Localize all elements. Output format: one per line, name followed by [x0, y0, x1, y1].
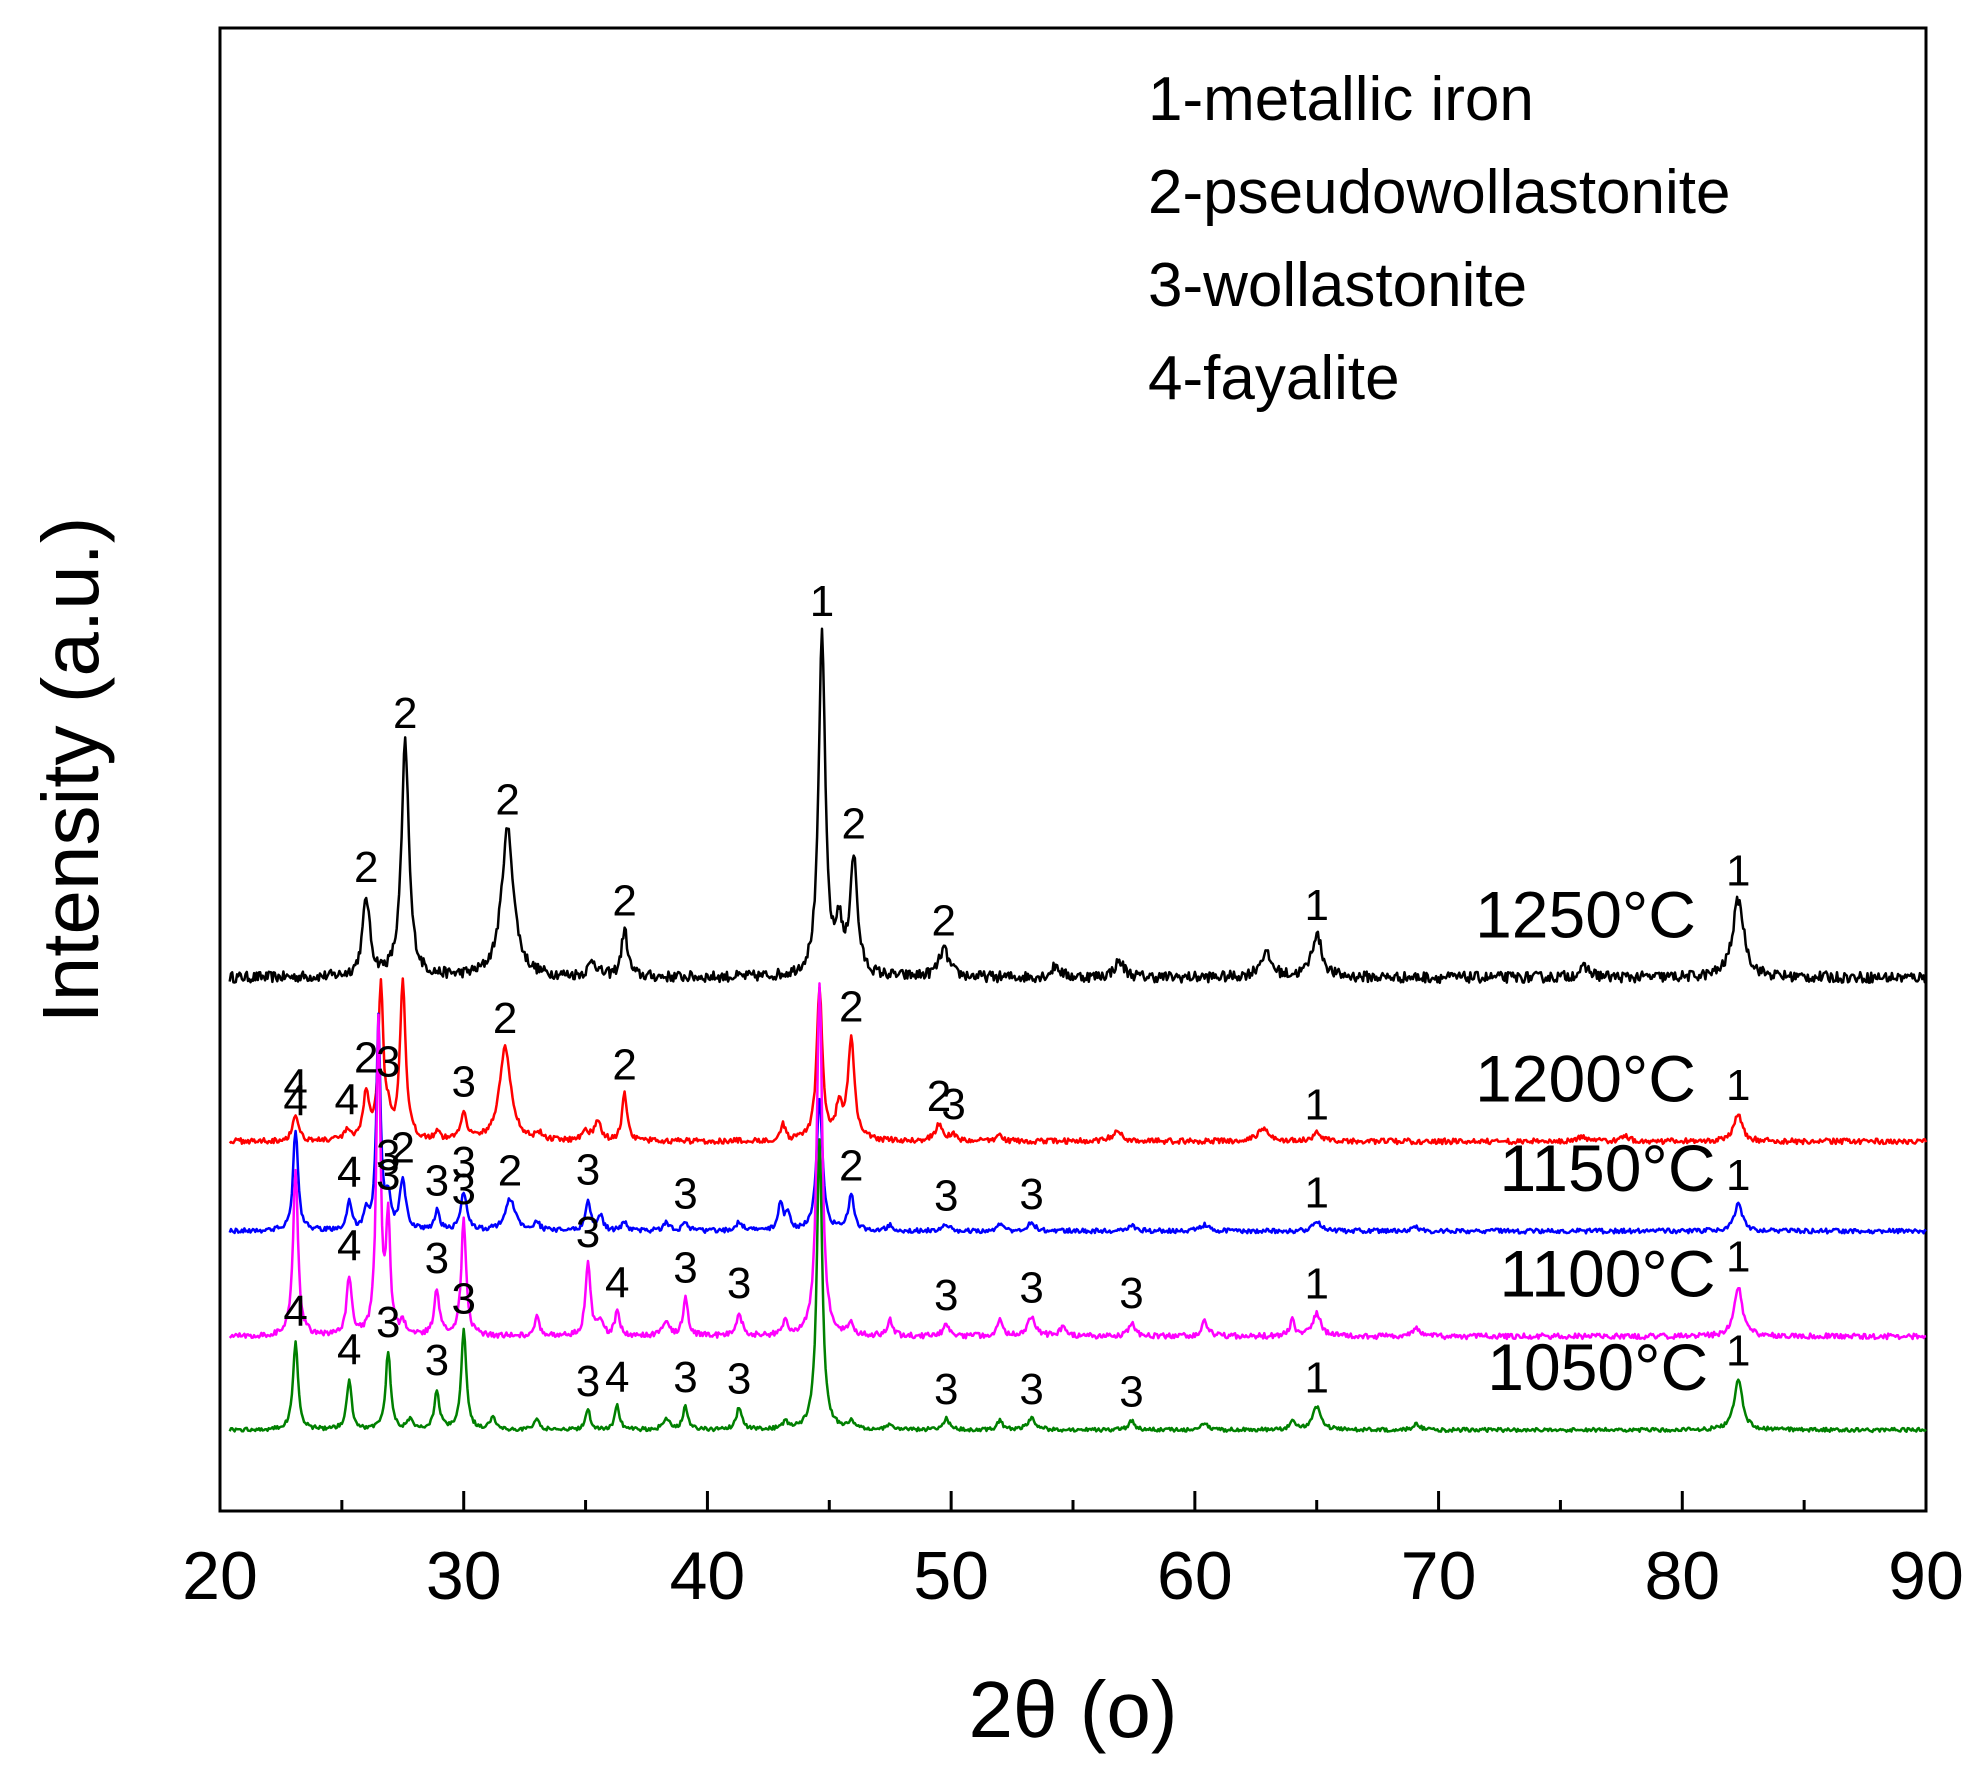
- x-axis-title: 2θ (o): [969, 1665, 1178, 1754]
- peak-label: 2: [839, 1141, 863, 1190]
- peak-label: 1: [1726, 1233, 1750, 1282]
- series-label-1250: 1250°C: [1475, 878, 1696, 952]
- peak-label: 1: [1726, 1151, 1750, 1200]
- peak-label: 3: [1119, 1269, 1143, 1318]
- peak-label: 3: [1019, 1365, 1043, 1414]
- peak-label: 3: [576, 1357, 600, 1406]
- peak-label: 3: [376, 1038, 400, 1087]
- peak-label: 1: [1726, 847, 1750, 896]
- series-layer: [228, 627, 1928, 1434]
- peak-label: 3: [934, 1271, 958, 1320]
- series-label-1050: 1050°C: [1487, 1330, 1708, 1404]
- peak-label: 4: [337, 1325, 361, 1374]
- legend-item-3: 3-wollastonite: [1148, 251, 1527, 320]
- peak-label: 2: [839, 983, 863, 1032]
- peak-label: 2: [354, 1033, 378, 1082]
- peak-label: 1: [810, 577, 834, 626]
- peak-label: 1: [1304, 1353, 1328, 1402]
- peak-label: 1: [1304, 1080, 1328, 1129]
- legend: 1-metallic iron 2-pseudowollastonite 3-w…: [1148, 65, 1731, 413]
- series-label-1100: 1100°C: [1500, 1236, 1716, 1310]
- legend-item-4: 4-fayalite: [1148, 344, 1400, 413]
- y-axis-title: Intensity (a.u.): [26, 517, 115, 1024]
- peak-label: 2: [841, 800, 865, 849]
- peak-label: 3: [941, 1080, 965, 1129]
- peak-label: 2: [612, 877, 636, 926]
- peak-label: 1: [1304, 1260, 1328, 1309]
- xrd-series-1050: [228, 1138, 1927, 1434]
- peak-label: 1: [1304, 881, 1328, 930]
- peak-label: 4: [337, 1222, 361, 1271]
- peak-label: 2: [354, 843, 378, 892]
- peak-label: 3: [425, 1336, 449, 1385]
- x-tick-label: 70: [1401, 1538, 1477, 1614]
- xrd-series-1250: [228, 627, 1928, 985]
- peak-label: 2: [391, 1124, 415, 1173]
- x-tick-label: 50: [913, 1538, 989, 1614]
- peak-label: 4: [283, 1061, 307, 1110]
- x-axis: 20 30 40 50 60 70 80 90: [182, 1491, 1964, 1614]
- peak-label: 3: [451, 1275, 475, 1324]
- x-tick-label: 30: [426, 1538, 502, 1614]
- peak-label: 3: [576, 1208, 600, 1257]
- peak-label: 3: [1019, 1170, 1043, 1219]
- peak-label: 3: [727, 1259, 751, 1308]
- peak-label: 3: [376, 1131, 400, 1180]
- peak-label: 3: [451, 1058, 475, 1107]
- xrd-series-1150: [228, 1012, 1927, 1235]
- peak-label: 2: [495, 776, 519, 825]
- peak-label: 3: [451, 1138, 475, 1187]
- peak-label: 3: [673, 1170, 697, 1219]
- series-label-layer: 1250°C 1200°C 1150°C 1100°C 1050°C: [1475, 878, 1715, 1404]
- x-tick-label: 60: [1157, 1538, 1233, 1614]
- peak-label: 1: [1726, 1061, 1750, 1110]
- peak-label: 3: [1019, 1264, 1043, 1313]
- legend-item-2: 2-pseudowollastonite: [1148, 158, 1731, 227]
- peak-label: 3: [425, 1157, 449, 1206]
- peak-label: 3: [425, 1234, 449, 1283]
- x-tick-label: 40: [670, 1538, 746, 1614]
- peak-label: 3: [376, 1298, 400, 1347]
- peak-label: 4: [337, 1148, 361, 1197]
- peak-label: 4: [283, 1287, 307, 1336]
- peak-label: 3: [376, 1151, 400, 1200]
- peak-label: 2: [493, 994, 517, 1043]
- peak-label: 1: [1304, 1169, 1328, 1218]
- peak-label: 3: [1119, 1368, 1143, 1417]
- xrd-series-1100: [228, 982, 1927, 1341]
- peak-label: 4: [605, 1353, 629, 1402]
- peak-label: 3: [934, 1365, 958, 1414]
- x-tick-label: 20: [182, 1538, 258, 1614]
- peak-label: 3: [673, 1353, 697, 1402]
- peak-label: 3: [451, 1165, 475, 1214]
- peak-label: 2: [927, 1072, 951, 1121]
- x-tick-label: 90: [1888, 1538, 1964, 1614]
- peak-label: 1: [1726, 1326, 1750, 1375]
- peak-label: 2: [932, 897, 956, 946]
- peak-label: 4: [283, 1076, 307, 1125]
- series-label-1150: 1150°C: [1500, 1131, 1716, 1205]
- peak-label: 3: [576, 1146, 600, 1195]
- x-tick-label: 80: [1644, 1538, 1720, 1614]
- xrd-series-1200: [228, 977, 1928, 1146]
- legend-item-1: 1-metallic iron: [1148, 65, 1534, 134]
- peak-label: 3: [934, 1172, 958, 1221]
- peak-label: 2: [612, 1041, 636, 1090]
- peak-label: 3: [673, 1243, 697, 1292]
- peak-label: 4: [605, 1258, 629, 1307]
- series-label-1200: 1200°C: [1475, 1041, 1696, 1115]
- peak-label: 4: [334, 1076, 358, 1125]
- peak-label: 2: [498, 1146, 522, 1195]
- peak-label: 3: [727, 1355, 751, 1404]
- peak-label: 2: [393, 689, 417, 738]
